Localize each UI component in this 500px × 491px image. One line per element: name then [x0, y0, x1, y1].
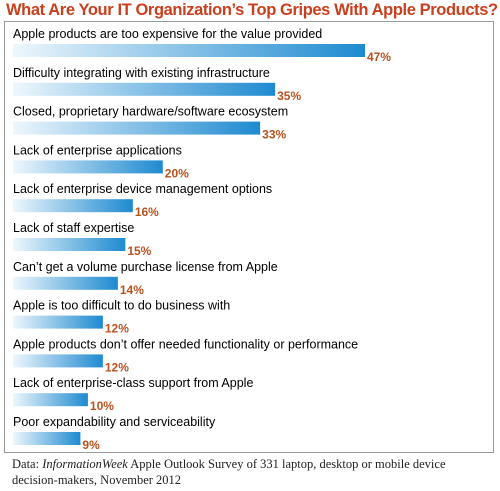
value-label: 16% [135, 205, 159, 219]
category-label: Poor expandability and serviceability [13, 415, 216, 429]
bar [13, 393, 88, 407]
bar-chart: Apple products are too expensive for the… [13, 27, 391, 452]
bar [13, 238, 126, 251]
category-label: Lack of staff expertise [13, 221, 134, 235]
value-label: 33% [262, 128, 286, 142]
value-label: 15% [127, 244, 151, 258]
source-prefix: Data: [12, 457, 43, 471]
value-label: 14% [120, 283, 144, 297]
value-label: 9% [82, 438, 100, 452]
bar [13, 44, 365, 57]
value-label: 20% [165, 166, 189, 180]
bar [13, 160, 163, 174]
value-label: 12% [105, 322, 129, 336]
bar [13, 82, 276, 96]
category-label: Difficulty integrating with existing inf… [13, 66, 270, 80]
bar [13, 432, 81, 445]
category-label: Lack of enterprise-class support from Ap… [13, 376, 253, 390]
category-label: Apple is too difficult to do business wi… [13, 299, 230, 313]
value-label: 35% [277, 89, 301, 103]
chart-title: What Are Your IT Organization’s Top Grip… [6, 1, 498, 19]
category-label: Lack of enterprise applications [13, 143, 182, 157]
source-publication: InformationWeek [42, 457, 128, 471]
chart-frame: Apple products are too expensive for the… [4, 21, 494, 453]
value-label: 10% [90, 399, 114, 413]
value-label: 12% [105, 360, 129, 374]
bar [13, 276, 118, 290]
category-label: Apple products are too expensive for the… [13, 27, 322, 41]
category-label: Lack of enterprise device management opt… [13, 182, 272, 196]
source-text: Apple Outlook Survey of 331 laptop, desk… [12, 457, 446, 487]
bar [13, 121, 261, 135]
chart-rows: Apple products are too expensive for the… [13, 27, 391, 452]
category-label: Closed, proprietary hardware/software ec… [13, 105, 288, 119]
value-label: 47% [367, 50, 391, 64]
bar [13, 199, 133, 213]
category-label: Can’t get a volume purchase license from… [13, 260, 278, 274]
category-label: Apple products don’t offer needed functi… [13, 337, 358, 351]
source-note: Data: InformationWeek Apple Outlook Surv… [12, 456, 492, 488]
bar [13, 315, 103, 329]
bar [13, 354, 103, 368]
